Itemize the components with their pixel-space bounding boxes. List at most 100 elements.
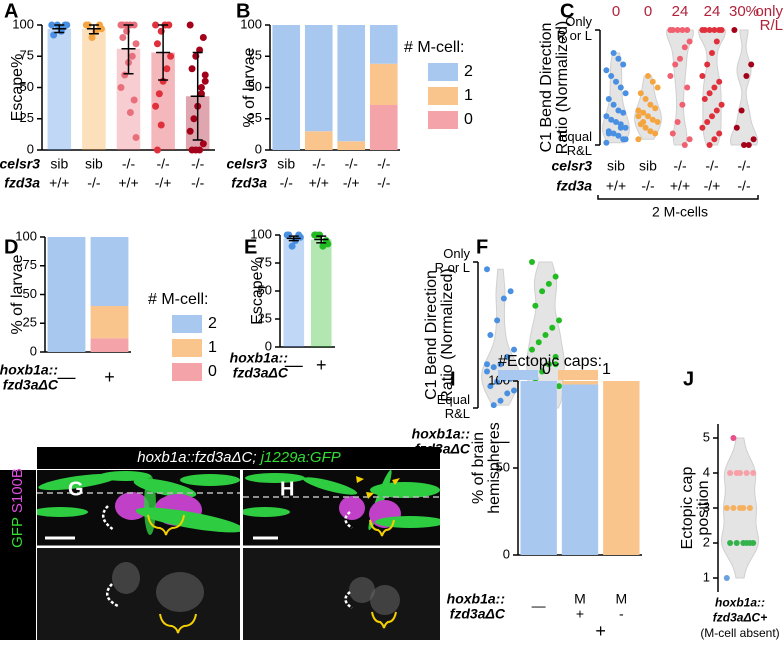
- row-name: celsr3: [552, 158, 593, 174]
- category-label: -/-: [641, 178, 655, 194]
- bar-segment: [561, 381, 599, 385]
- error-bar: [52, 24, 67, 34]
- data-point: [152, 102, 160, 110]
- category-label: +: [104, 367, 115, 387]
- data-point: [699, 124, 706, 131]
- data-point: [686, 38, 693, 45]
- legend-label: 1: [464, 87, 473, 104]
- legend-label: 1: [602, 361, 611, 378]
- data-point: [88, 34, 96, 41]
- panel-letter: D: [4, 236, 18, 258]
- data-point: [642, 96, 649, 102]
- cell-signal: [370, 585, 400, 615]
- panel-letter: F: [476, 236, 488, 258]
- data-point: [730, 505, 737, 511]
- micrograph-content: [243, 470, 440, 540]
- bar-segment: [369, 25, 398, 64]
- data-point: [750, 136, 757, 143]
- y-tick-label: 50: [258, 282, 272, 297]
- annotation: 0: [644, 3, 652, 20]
- data-point: [490, 402, 497, 409]
- category-label: sib: [277, 156, 295, 172]
- y-tick-label: 25: [258, 310, 272, 325]
- data-point: [727, 540, 734, 546]
- data-point: [186, 21, 194, 29]
- data-point: [706, 27, 713, 33]
- data-point: [542, 332, 549, 338]
- data-point: [494, 378, 501, 385]
- legend-title: # M-cell:: [404, 39, 464, 56]
- legend-label: 0: [542, 361, 551, 378]
- legend-label: 2: [464, 63, 473, 80]
- data-point: [128, 52, 136, 60]
- data-point: [613, 78, 619, 85]
- y-tick-label: 2: [703, 534, 710, 549]
- data-point: [605, 96, 612, 102]
- data-point: [647, 101, 654, 108]
- panel: A Escape% 0 25 50 75 100 celsr3 sib sib -/- -/- -/- f…: [0, 0, 215, 191]
- data-point: [640, 119, 647, 125]
- data-point: [157, 121, 165, 129]
- data-point: [738, 107, 745, 114]
- data-point: [610, 101, 617, 108]
- category-label: -/-: [705, 158, 719, 174]
- data-point: [324, 240, 332, 248]
- row-name: hoxb1a:: fzd3aΔC: [0, 361, 59, 392]
- bar-segment: [90, 237, 129, 306]
- data-point: [686, 136, 693, 143]
- data-point: [620, 109, 627, 116]
- y-tick-label: 0: [503, 546, 510, 561]
- data-point: [699, 73, 706, 79]
- data-point: [750, 540, 757, 546]
- bar-segment: [337, 141, 366, 150]
- data-point: [637, 90, 644, 97]
- error-bar: [156, 24, 171, 81]
- category-label: sib: [639, 158, 657, 174]
- y-axis-label: C1 Bend DirectionRatio (Normalized): [538, 21, 571, 154]
- y-tick-label: Equal R&L: [437, 392, 470, 421]
- data-point: [642, 124, 649, 131]
- data-point: [684, 27, 691, 33]
- data-point: [674, 27, 681, 33]
- bar-segment: [337, 25, 366, 142]
- data-point: [635, 136, 642, 143]
- category-label: -/+: [343, 175, 360, 191]
- category-label: -/-: [312, 156, 326, 172]
- group-label: +: [595, 621, 606, 641]
- data-point: [97, 25, 105, 33]
- data-point: [622, 124, 629, 131]
- data-point: [743, 540, 750, 546]
- data-point: [288, 242, 296, 250]
- annotation: 30%: [729, 3, 759, 20]
- row-name: hoxb1a:: fzd3aΔC: [412, 425, 471, 456]
- data-point: [186, 127, 194, 135]
- data-point: [741, 142, 747, 148]
- data-point: [711, 136, 718, 143]
- data-point: [487, 383, 494, 390]
- y-tick-label: 100: [12, 16, 34, 31]
- category-label: —: [492, 431, 510, 451]
- data-point: [674, 119, 681, 125]
- y-tick-label: 75: [248, 48, 262, 63]
- bar-segment: [90, 306, 129, 339]
- data-point: [706, 142, 713, 148]
- data-point: [545, 361, 552, 368]
- y-tick-label: Only R or L: [557, 14, 593, 43]
- legend-swatch: [172, 315, 202, 333]
- y-tick-label: 25: [20, 110, 34, 125]
- data-point: [296, 233, 304, 241]
- y-axis-label: Ectopic capposition: [679, 467, 712, 550]
- data-point: [511, 387, 517, 394]
- row-name: celsr3: [227, 156, 268, 172]
- category-label: +/+: [49, 175, 69, 191]
- data-point: [716, 130, 723, 137]
- y-tick-label: 50: [20, 79, 34, 94]
- category-label: -/-: [737, 158, 751, 174]
- bar-segment: [90, 338, 129, 352]
- legend-swatch: [172, 363, 202, 381]
- data-point: [620, 61, 627, 68]
- bar-segment: [520, 381, 557, 555]
- data-point: [718, 27, 725, 33]
- data-point: [716, 78, 723, 85]
